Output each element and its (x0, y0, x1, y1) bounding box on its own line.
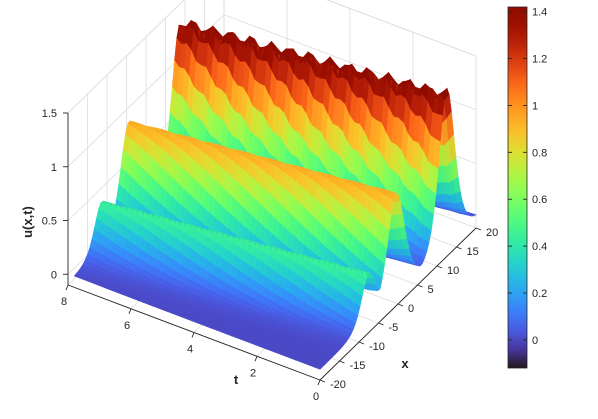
t-tick-mark (254, 356, 258, 362)
t-tick-label: 2 (250, 367, 256, 379)
x-tick-mark (358, 341, 365, 345)
grid-frame (67, 0, 477, 114)
colorbar-tick-label: 0 (532, 335, 538, 347)
t-axis-label: t (234, 372, 239, 387)
x-tick-label: -15 (350, 360, 366, 372)
z-tick-label: 1 (51, 162, 57, 174)
surface (73, 19, 477, 370)
colorbar-tick-label: 1.2 (532, 54, 547, 66)
t-tick-label: 0 (313, 391, 319, 403)
tick-labels: -20 -15-10 -5 0 5 10 15 20 0 2 4 6 8 0 0.5 1 1.5 (42, 108, 499, 403)
z-tick-label: 1.5 (42, 108, 57, 120)
x-tick-mark (339, 360, 345, 364)
t-tick-mark (65, 284, 69, 291)
colorbar-ticks: 0 0.2 0.4 0.6 0.8 1 1.2 1.4 (508, 7, 547, 347)
x-tick-label: -20 (330, 379, 346, 391)
x-tick-label: 0 (408, 303, 414, 315)
t-tick-mark (128, 308, 132, 314)
x-tick-label: -10 (369, 341, 385, 353)
x-tick-mark (378, 322, 384, 326)
x-tick-mark (475, 227, 482, 231)
t-tick-mark (191, 332, 195, 338)
t-tick-label: 4 (187, 344, 193, 356)
x-tick-mark (456, 246, 462, 250)
x-tick-mark (417, 284, 423, 288)
axes (63, 112, 482, 386)
t-tick-mark (317, 379, 321, 386)
x-tick-mark (319, 379, 326, 383)
x-tick-label: 5 (428, 284, 434, 296)
colorbar-tick-label: 0.8 (532, 147, 547, 159)
colorbar-tick-label: 0.6 (532, 194, 547, 206)
colorbar-tick-label: 1.4 (532, 7, 547, 19)
x-tick-label: 20 (486, 227, 498, 239)
z-axis-label: u(x,t) (20, 206, 35, 238)
colorbar-tick-label: 0.4 (532, 241, 547, 253)
z-tick-label: 0 (51, 269, 57, 281)
x-tick-label: 15 (467, 246, 479, 258)
x-tick-mark (397, 303, 404, 307)
colorbar-tick-label: 0.2 (532, 288, 547, 300)
z-tick-label: 0.5 (42, 216, 57, 228)
x-tick-label: 10 (447, 265, 459, 277)
t-tick-label: 8 (61, 296, 67, 308)
x-axis-label: x (401, 356, 409, 371)
colorbar: 0 0.2 0.4 0.6 0.8 1 1.2 1.4 (507, 6, 547, 369)
colorbar-gradient (507, 6, 528, 369)
t-tick-label: 6 (124, 320, 130, 332)
x-tick-mark (436, 265, 443, 269)
x-tick-label: -5 (389, 322, 399, 334)
surface-patch (468, 212, 477, 217)
colorbar-tick-label: 1 (532, 101, 538, 113)
